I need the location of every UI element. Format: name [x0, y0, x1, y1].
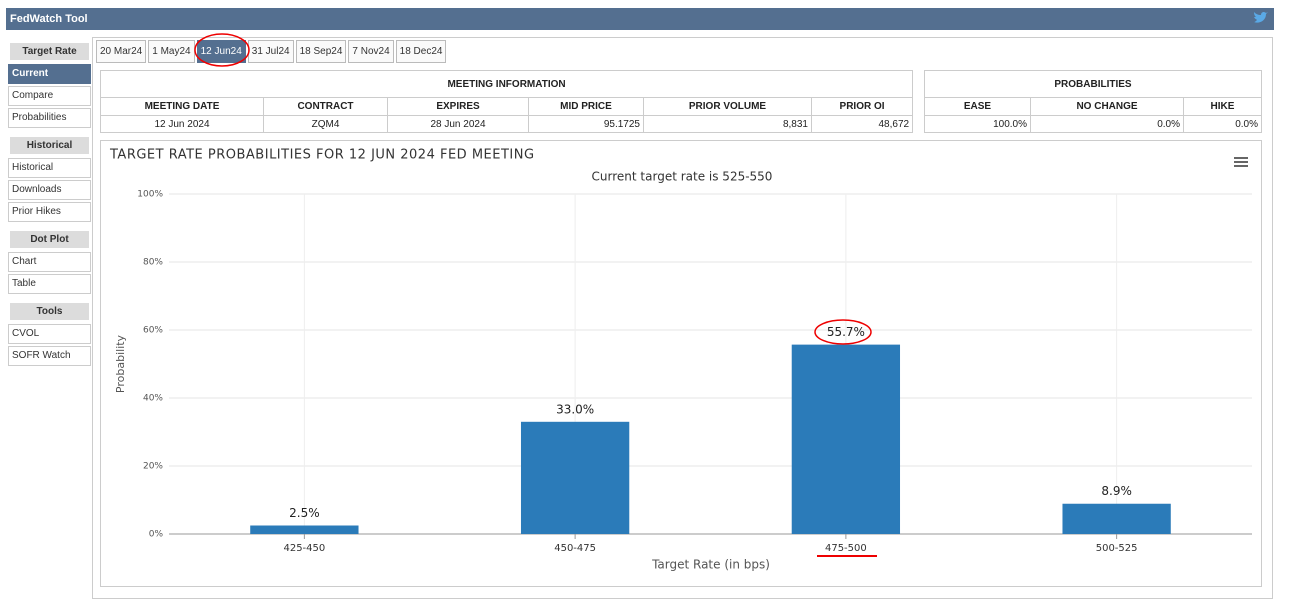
cell: 95.1725: [528, 115, 644, 133]
tab[interactable]: 7 Nov24: [348, 40, 394, 63]
tab[interactable]: 1 May24: [148, 40, 195, 63]
y-axis-title: Probability: [114, 334, 127, 393]
sidebar: Target Rate Current Compare Probabilities Hi…: [8, 43, 91, 375]
chart: TARGET RATE PROBABILITIES FOR 12 JUN 202…: [109, 148, 1252, 572]
column-header: PRIOR VOLUME: [643, 97, 812, 116]
tab[interactable]: 12 Jun24: [196, 40, 246, 63]
meeting-info-table: MEETING INFORMATION MEETING DATE CONTRACT E…: [99, 70, 914, 133]
nav-heading: Dot Plot: [10, 231, 89, 248]
value-label: 2.5%: [289, 506, 320, 520]
chart-subtitle: Current target rate is 525-550: [592, 170, 773, 184]
nav-heading: Historical: [10, 137, 89, 154]
nav-item[interactable]: Downloads: [8, 180, 91, 200]
x-tick-label: 450-475: [554, 543, 596, 554]
value-label: 33.0%: [556, 402, 594, 416]
chart-container: TARGET RATE PROBABILITIES FOR 12 JUN 202…: [100, 140, 1262, 587]
y-tick-label: 100%: [137, 190, 163, 200]
page: FedWatch Tool Target Rate Current Compare P…: [6, 8, 1274, 599]
nav-heading: Target Rate: [10, 43, 89, 60]
nav-item[interactable]: Prior Hikes: [8, 202, 91, 222]
nav-item[interactable]: Current: [8, 64, 91, 84]
data-row: 12 Jun 2024 ZQM4 28 Jun 2024 95.1725 8,831 48…: [100, 115, 914, 133]
chart-title: TARGET RATE PROBABILITIES FOR 12 JUN 202…: [109, 148, 535, 163]
column-header: NO CHANGE: [1030, 97, 1184, 116]
nav-item[interactable]: SOFR Watch: [8, 346, 91, 366]
data-row: 100.0% 0.0% 0.0%: [924, 115, 1262, 133]
header-row: EASE NO CHANGE HIKE: [924, 97, 1262, 116]
cell: 100.0%: [924, 115, 1031, 133]
tab[interactable]: 31 Jul24: [247, 40, 294, 63]
cell: 8,831: [643, 115, 812, 133]
x-tick-label: 475-500: [825, 543, 867, 554]
bar: [520, 421, 630, 534]
cell: 0.0%: [1183, 115, 1262, 133]
y-tick-label: 40%: [143, 394, 163, 404]
table-title-row: MEETING INFORMATION: [99, 70, 914, 98]
meeting-tabs: 20 Mar24 1 May24 12 Jun24 31 Jul24 18 Sep24 7…: [96, 40, 448, 63]
nav-item[interactable]: Chart: [8, 252, 91, 272]
bar: [1062, 503, 1171, 534]
tab[interactable]: 18 Sep24: [295, 40, 347, 63]
nav-heading: Tools: [10, 303, 89, 320]
twitter-icon[interactable]: [1253, 11, 1269, 25]
nav-group: Target Rate Current Compare Probabilities: [8, 43, 91, 128]
bar: [791, 344, 901, 534]
nav-item[interactable]: Table: [8, 274, 91, 294]
y-tick-label: 20%: [143, 462, 163, 472]
column-header: EXPIRES: [387, 97, 529, 116]
y-tick-label: 60%: [143, 326, 163, 336]
cell: 0.0%: [1030, 115, 1184, 133]
x-axis-title: Target Rate (in bps): [651, 558, 770, 572]
nav-item[interactable]: CVOL: [8, 324, 91, 344]
probabilities-table: PROBABILITIES EASE NO CHANGE HIKE 100.0% 0.0%…: [924, 70, 1262, 133]
nav-item[interactable]: Historical: [8, 158, 91, 178]
table-title: PROBABILITIES: [924, 70, 1262, 98]
value-label: 8.9%: [1101, 484, 1132, 498]
table-title-row: PROBABILITIES: [924, 70, 1262, 98]
cell: ZQM4: [263, 115, 388, 133]
nav-item[interactable]: Probabilities: [8, 108, 91, 128]
nav-group: Dot Plot Chart Table: [8, 231, 91, 294]
menu-icon[interactable]: [1234, 157, 1248, 167]
cell: 28 Jun 2024: [387, 115, 529, 133]
cell: 48,672: [810, 115, 914, 133]
table-title: MEETING INFORMATION: [99, 70, 914, 98]
y-tick-label: 0%: [149, 530, 164, 540]
cell: 12 Jun 2024: [100, 115, 264, 133]
tab[interactable]: 20 Mar24: [96, 40, 147, 63]
nav-group: Tools CVOL SOFR Watch: [8, 303, 91, 366]
column-header: PRIOR OI: [810, 97, 914, 116]
header-row: MEETING DATE CONTRACT EXPIRES MID PRICE PRIO…: [100, 97, 914, 116]
y-tick-label: 80%: [143, 258, 163, 268]
value-label: 55.7%: [827, 325, 865, 339]
column-header: CONTRACT: [263, 97, 388, 116]
nav-group: Historical Historical Downloads Prior Hikes: [8, 137, 91, 222]
nav-item[interactable]: Compare: [8, 86, 91, 106]
column-header: HIKE: [1183, 97, 1262, 116]
app-header: FedWatch Tool: [6, 8, 1274, 30]
column-header: MEETING DATE: [100, 97, 264, 116]
x-tick-label: 425-450: [283, 543, 325, 554]
x-tick-label: 500-525: [1096, 543, 1138, 554]
column-header: MID PRICE: [528, 97, 644, 116]
tab[interactable]: 18 Dec24: [395, 40, 447, 63]
bar: [250, 525, 359, 534]
column-header: EASE: [924, 97, 1031, 116]
